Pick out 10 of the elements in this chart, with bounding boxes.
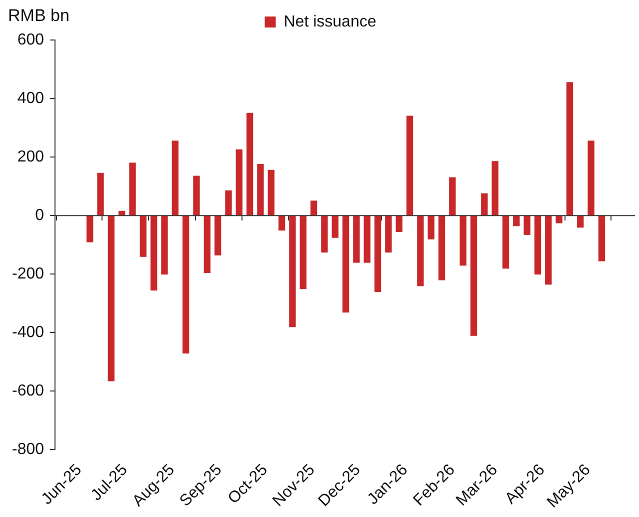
y-tick-label: -600 — [12, 382, 44, 400]
legend-label: Net issuance — [284, 13, 376, 30]
y-tick-label: -800 — [12, 441, 44, 458]
y-tick-label: 400 — [17, 90, 44, 107]
y-tick-label: -400 — [12, 324, 44, 342]
y-tick-label: 0 — [35, 206, 44, 224]
y-tick-label: 600 — [17, 31, 44, 48]
y-axis-title: RMB bn — [8, 6, 70, 26]
y-tick-label: 200 — [17, 148, 44, 166]
y-tick-label: -200 — [12, 266, 44, 283]
